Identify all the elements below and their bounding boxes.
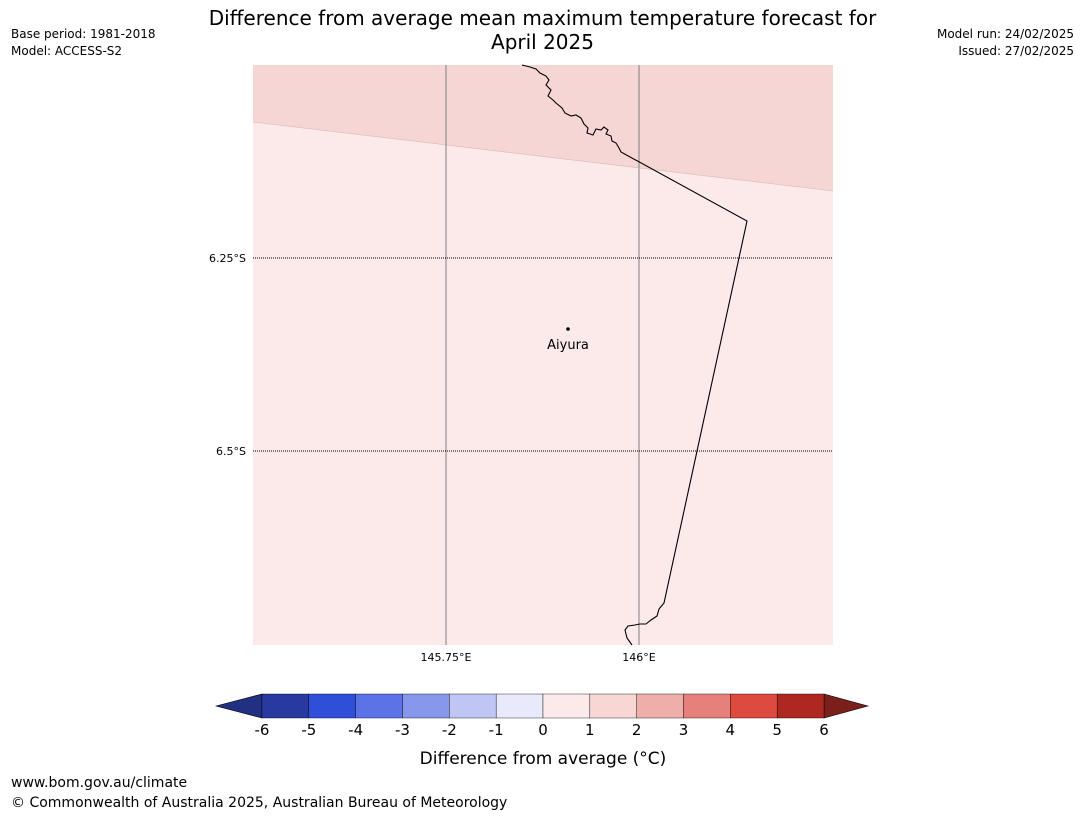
colorbar-segment [355,693,403,719]
place-marker-aiyura [566,327,570,331]
colorbar-tick-label: -4 [348,721,363,739]
anomaly-contour-line [252,121,834,192]
map-title-line-2: April 2025 [491,30,594,54]
colorbar-segment [683,693,731,719]
colorbar-under-arrow [214,693,263,719]
place-label-aiyura: Aiyura [547,338,589,353]
colorbar-tick-label: -2 [442,721,457,739]
colorbar-segment [495,693,544,719]
colorbar-segment [402,693,450,719]
colorbar-ticks: -6 -5 -4 -3 -2 -1 0 1 2 3 4 5 6 [255,721,829,739]
colorbar: -6 -5 -4 -3 -2 -1 0 1 2 3 4 5 6 Difference from aver… [214,693,870,769]
colorbar-segment [449,693,497,719]
colorbar-tick-label: 2 [632,721,642,739]
metadata-left: Base period: 1981-2018 Model: ACCESS-S2 [11,26,156,60]
map-title-line-1: Difference from average mean maximum tem… [208,6,877,30]
colorbar-tick-label: -1 [489,721,504,739]
colorbar-tick-label: -3 [395,721,410,739]
footer-copyright: © Commonwealth of Australia 2025, Austra… [11,795,508,811]
colorbar-segment [776,693,825,719]
colorbar-segments [261,693,825,719]
latitude-label-6-25: 6.25°S [209,252,246,265]
model-run-text: Model run: 24/02/2025 [936,27,1074,41]
colorbar-tick-label: 4 [726,721,736,739]
colorbar-over-arrow [823,693,870,719]
issued-text: Issued: 27/02/2025 [958,44,1074,58]
longitude-label-146: 146°E [622,651,655,664]
colorbar-tick-label: 0 [538,721,548,739]
footer-url: www.bom.gov.au/climate [11,775,188,791]
metadata-right: Model run: 24/02/2025 Issued: 27/02/2025 [937,26,1074,60]
colorbar-tick-label: 3 [679,721,689,739]
colorbar-tick-label: 6 [819,721,829,739]
latitude-label-6-5: 6.5°S [216,445,246,458]
colorbar-segment [308,693,356,719]
model-text: Model: ACCESS-S2 [11,44,123,58]
colorbar-segment [636,693,684,719]
colorbar-tick-label: 5 [772,721,782,739]
map-panel: Aiyura [252,64,834,646]
colorbar-tick-label: -6 [255,721,270,739]
colorbar-segment [542,693,591,719]
colorbar-tick-label: -5 [301,721,316,739]
colorbar-segment [730,693,778,719]
base-period-text: Base period: 1981-2018 [11,27,156,41]
colorbar-segment [261,693,310,719]
colorbar-label: Difference from average (°C) [420,749,667,769]
colorbar-segment [589,693,637,719]
anomaly-fill-1-to-2 [253,65,833,191]
boundary-line [521,64,748,646]
colorbar-tick-label: 1 [585,721,595,739]
longitude-label-145-75: 145.75°E [421,651,472,664]
map-title: Difference from average mean maximum tem… [180,6,905,54]
